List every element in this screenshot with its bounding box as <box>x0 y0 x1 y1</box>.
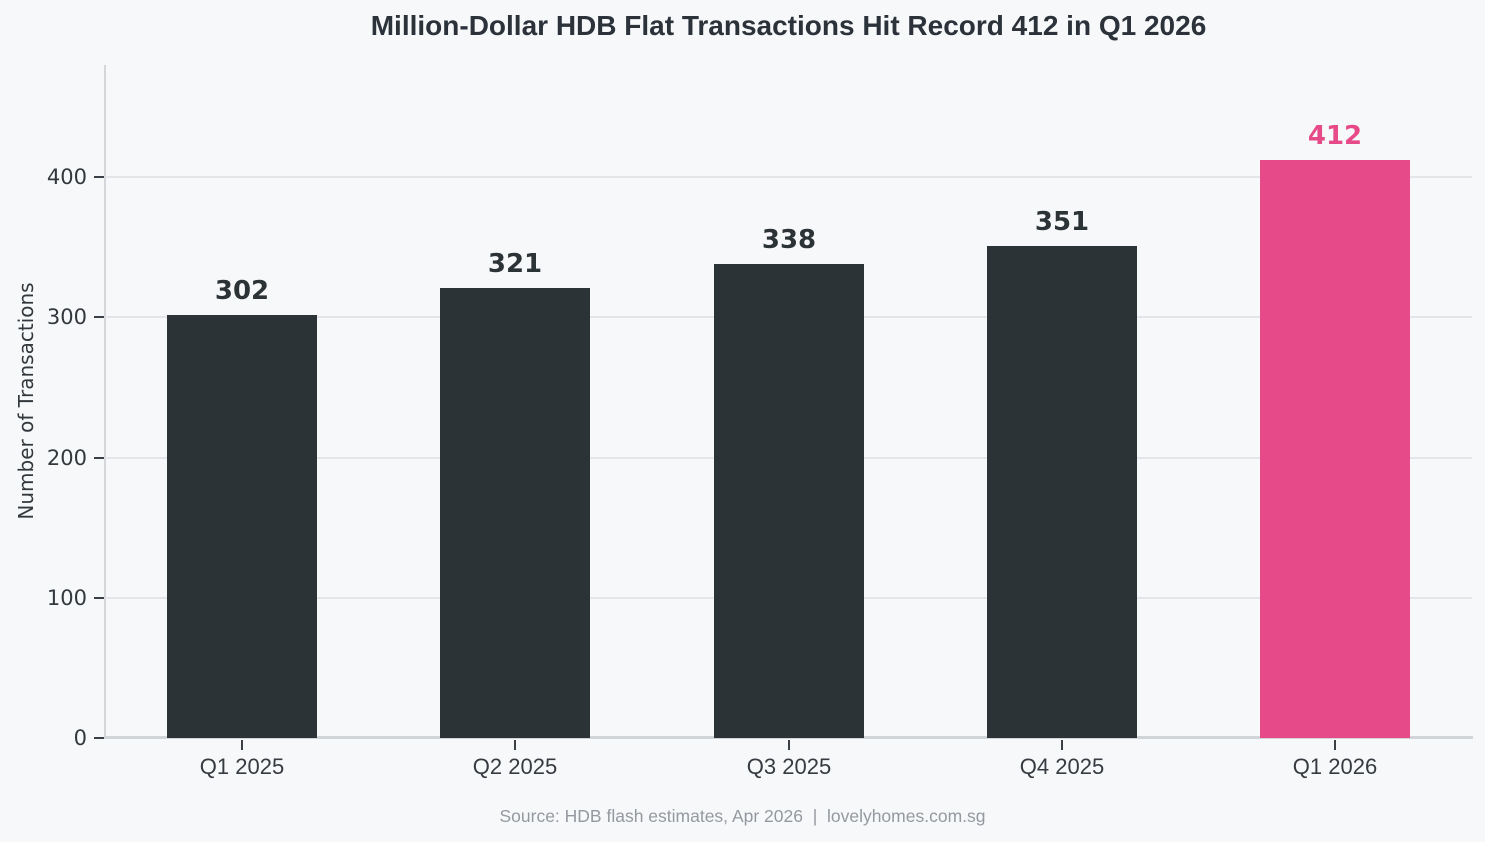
x-tick-mark <box>1334 740 1336 750</box>
y-tick-mark <box>94 456 104 459</box>
bar-value-label: 302 <box>214 275 270 306</box>
y-tick-label: 0 <box>73 726 87 750</box>
x-tick-mark <box>514 740 516 750</box>
bar <box>440 287 590 738</box>
y-tick-mark <box>94 596 104 599</box>
x-tick-mark <box>1061 740 1063 750</box>
x-tick-label: Q1 2026 <box>1292 754 1378 779</box>
y-tick-mark <box>94 176 104 179</box>
source-note: Source: HDB flash estimates, Apr 2026 | … <box>499 806 986 826</box>
y-tick-mark <box>94 316 104 319</box>
y-tick-label: 300 <box>46 305 87 330</box>
bar-value-label: 351 <box>1034 206 1090 237</box>
y-axis-spine <box>104 65 106 739</box>
plot-area: 0 100 200 300 400 302 Q1 2025 321 Q2 2025 338 Q3 2… <box>47 65 1473 779</box>
bar <box>987 245 1137 738</box>
gridline <box>105 176 1472 179</box>
x-tick-mark <box>788 740 790 750</box>
y-tick-label: 200 <box>46 445 87 470</box>
chart-title: Million-Dollar HDB Flat Transactions Hit… <box>370 10 1207 41</box>
bar-value-label: 321 <box>487 248 543 279</box>
y-tick-label: 400 <box>46 165 87 190</box>
y-tick-mark <box>94 737 104 739</box>
x-tick-mark <box>241 740 243 750</box>
x-tick-label: Q4 2025 <box>1019 754 1105 779</box>
bar-value-label: 338 <box>761 225 817 256</box>
bar <box>1260 160 1410 738</box>
y-tick-label: 100 <box>46 585 87 610</box>
x-tick-label: Q2 2025 <box>472 754 558 779</box>
bar <box>714 264 864 738</box>
bar-value-label: 412 <box>1307 121 1363 152</box>
x-tick-label: Q1 2025 <box>199 754 285 779</box>
bar <box>167 314 317 738</box>
x-tick-label: Q3 2025 <box>746 754 832 779</box>
